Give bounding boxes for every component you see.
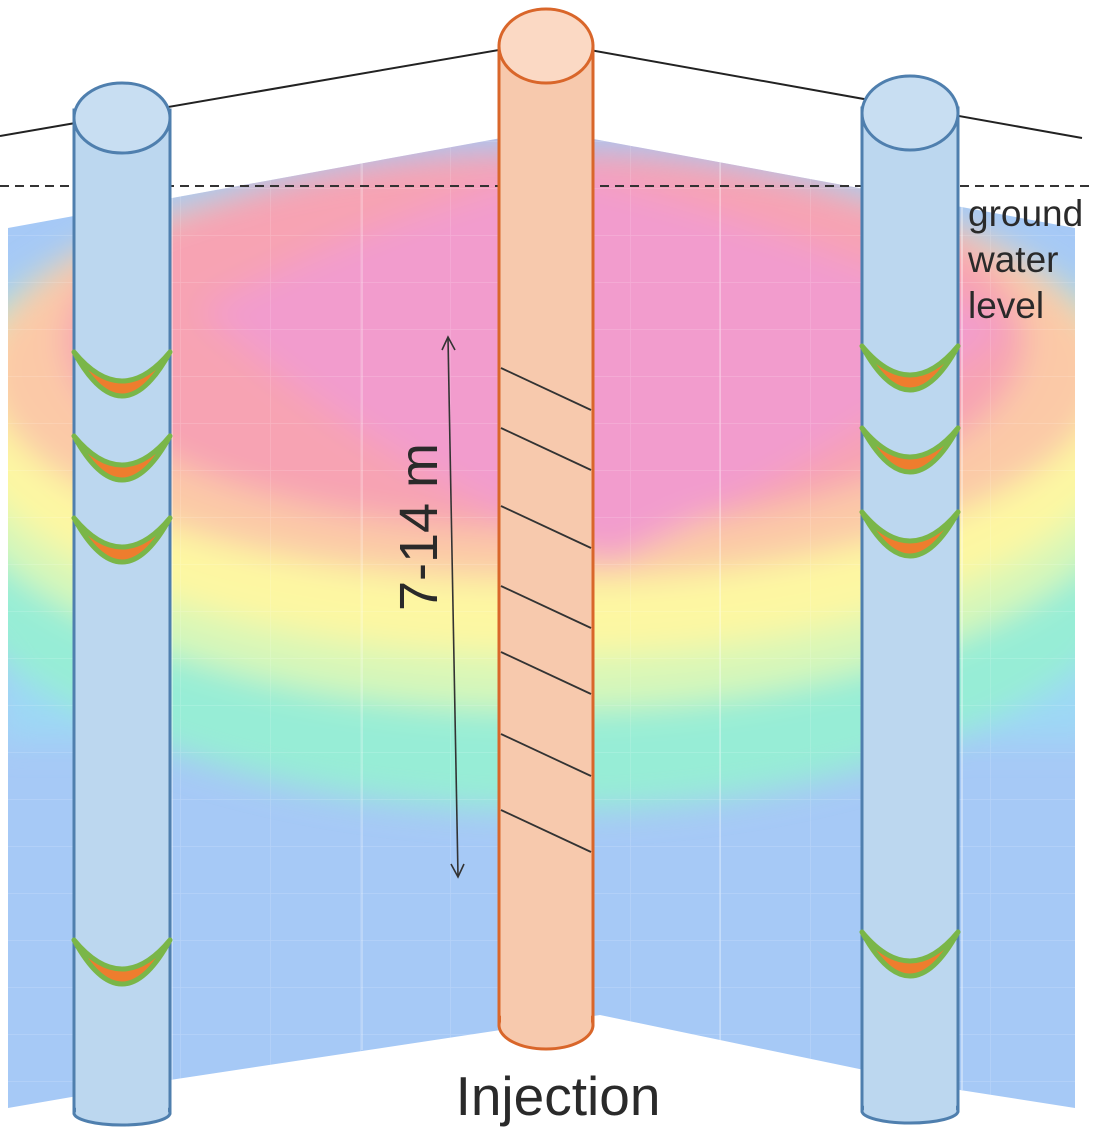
right-monitoring-well bbox=[859, 74, 961, 1125]
left-well-top bbox=[72, 81, 172, 155]
sampler-cup-icon bbox=[71, 349, 173, 399]
groundwater-label-line2: water bbox=[967, 239, 1058, 280]
depth-arrow bbox=[441, 335, 465, 879]
sampler-cup-icon bbox=[71, 515, 173, 565]
injection-well-top bbox=[497, 7, 595, 85]
injection-label: Injection bbox=[456, 1065, 661, 1127]
right-samplers bbox=[859, 343, 961, 979]
sampler-cup-icon bbox=[71, 433, 173, 483]
groundwater-level-label: ground water level bbox=[967, 193, 1083, 326]
injection-well bbox=[497, 7, 595, 1051]
left-monitoring-well bbox=[71, 81, 173, 1127]
sampler-cup-icon bbox=[859, 509, 961, 559]
injection-screen bbox=[500, 367, 592, 853]
groundwater-label-line1: ground bbox=[968, 193, 1083, 234]
groundwater-label-line3: level bbox=[968, 285, 1044, 326]
sampler-cup-icon bbox=[859, 343, 961, 393]
left-samplers bbox=[71, 349, 173, 987]
right-well-top bbox=[860, 74, 960, 152]
sampler-cup-icon bbox=[71, 937, 173, 987]
depth-label: 7-14 m bbox=[389, 443, 449, 611]
sampler-cup-icon bbox=[859, 425, 961, 475]
sampler-cup-icon bbox=[859, 929, 961, 979]
